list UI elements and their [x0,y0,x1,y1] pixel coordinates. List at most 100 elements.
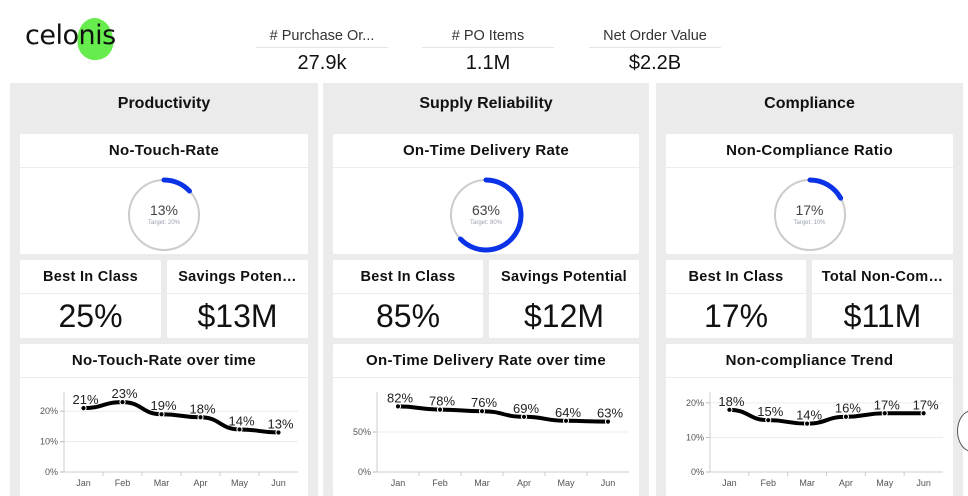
gauge-card[interactable]: No-Touch-Rate 13% Target: 20% [20,134,308,254]
gauge-card[interactable]: On-Time Delivery Rate 63% Target: 80% [333,134,639,254]
trend-chart-title: No-Touch-Rate over time [20,344,308,378]
data-label: 76% [471,395,497,410]
y-tick-label: 20% [40,406,58,416]
kpi-purchase-orders[interactable]: # Purchase Or... 27.9k [256,26,388,78]
trend-chart-title: Non-compliance Trend [666,344,953,378]
x-tick-label: Jan [391,478,406,488]
data-point [562,417,570,424]
gauge-fill-arc [457,177,524,253]
kpi-value: $2.2B [628,52,682,74]
gauge-ring: 17% Target: 10% [771,176,849,254]
savings-card[interactable]: Savings Potential $12M [489,260,639,338]
best-in-class-label: Best In Class [666,260,806,294]
data-label: 21% [72,392,98,407]
x-tick-label: Jun [271,478,286,488]
data-point [80,405,87,412]
y-tick-label: 50% [353,427,371,437]
gauge-ring-svg [773,177,846,251]
gauge-value: 13% [149,202,179,218]
data-label: 14% [228,413,254,428]
data-label: 18% [718,394,744,409]
best-in-class-card[interactable]: Best In Class 25% [20,260,161,338]
x-tick-label: Apr [517,478,531,488]
data-point [119,398,126,406]
data-point [197,414,204,421]
panel-title: Productivity [117,95,211,112]
savings-value: $11M [843,298,922,334]
series-line [396,404,610,424]
data-point [158,411,165,418]
x-tick-label: Jun [601,478,616,488]
kpi-net-order-value[interactable]: Net Order Value $2.2B [589,26,721,78]
kpi-value: 1.1M [465,52,511,74]
savings-label: Savings Potential [489,260,639,294]
savings-card[interactable]: Savings Poten… $13M [167,260,308,338]
gauge-card[interactable]: Non-Compliance Ratio 17% Target: 10% [666,134,953,254]
x-tick-label: May [876,478,894,488]
x-tick-label: Jun [916,478,931,488]
x-tick-label: Mar [474,478,490,488]
best-in-class-card[interactable]: Best In Class 17% [666,260,806,338]
data-point [920,410,927,417]
gauge-value: 63% [471,202,501,218]
data-point [478,408,486,415]
best-in-class-card[interactable]: Best In Class 85% [333,260,483,338]
data-label: 63% [597,406,623,421]
best-in-class-value: 17% [703,298,769,334]
panel-title: Compliance [764,95,855,112]
series-line [727,407,926,426]
kpi-value: 27.9k [297,52,347,74]
data-label: 78% [429,394,455,409]
line-chart: 0% 10% 20% Jan Feb Mar Apr May Jun 18% 15% 14% 16% 17… [686,392,943,488]
gauge-target: Target: 80% [469,220,503,226]
celonis-logo: celonis [25,15,135,65]
logo-text: celonis [25,20,116,51]
series-line [81,400,281,435]
data-label: 17% [913,397,939,412]
x-tick-label: Feb [432,478,448,488]
best-in-class-value: 25% [58,298,123,334]
savings-value: $13M [197,298,278,334]
gauge-card-title: No-Touch-Rate [20,134,308,168]
kpi-label: Net Order Value [589,26,721,48]
gauge-target: Target: 20% [147,220,181,226]
y-tick-label: 20% [686,398,704,408]
panel-supply-reliability: Supply Reliability On-Time Delivery Rate… [323,83,649,496]
x-tick-label: May [557,478,575,488]
trend-chart-card[interactable]: No-Touch-Rate over time 0% 10% 20% Jan Feb Ma… [20,344,308,496]
gauge-card-title: On-Time Delivery Rate [333,134,639,168]
y-tick-label: 0% [45,467,58,477]
data-point [842,413,850,420]
savings-label: Total Non-Com… [812,260,953,294]
x-tick-label: Mar [154,478,170,488]
best-in-class-label: Best In Class [20,260,161,294]
gauge-ring-svg [128,177,200,251]
data-label: 17% [874,397,900,412]
gauge-ring-svg [450,177,524,253]
trend-chart-card[interactable]: On-Time Delivery Rate over time 0% 50% Jan… [333,344,639,496]
savings-label: Savings Poten… [167,260,308,294]
data-point [394,403,402,410]
gauge-ring: 63% Target: 80% [447,176,525,254]
panel-productivity: Productivity No-Touch-Rate 13% Target: 2… [10,83,318,496]
data-point [765,417,772,424]
data-label: 69% [513,401,539,416]
data-point [726,406,733,413]
y-tick-label: 10% [40,437,58,447]
data-point [236,426,243,433]
trend-chart-title: On-Time Delivery Rate over time [333,344,639,378]
savings-card[interactable]: Total Non-Com… $11M [812,260,953,338]
kpi-po-items[interactable]: # PO Items 1.1M [422,26,554,78]
x-tick-label: Jan [76,478,91,488]
trend-chart-card[interactable]: Non-compliance Trend 0% 10% 20% Jan Feb Mar Ap… [666,344,953,496]
kpi-label: # Purchase Or... [256,26,388,48]
gauge-card-title: Non-Compliance Ratio [666,134,953,168]
data-point [520,413,528,420]
x-tick-label: Jan [722,478,737,488]
data-label: 13% [267,416,293,431]
y-tick-label: 10% [686,432,704,442]
data-point [604,418,612,425]
gauge-fill-arc [807,177,843,201]
x-tick-label: Apr [193,478,207,488]
